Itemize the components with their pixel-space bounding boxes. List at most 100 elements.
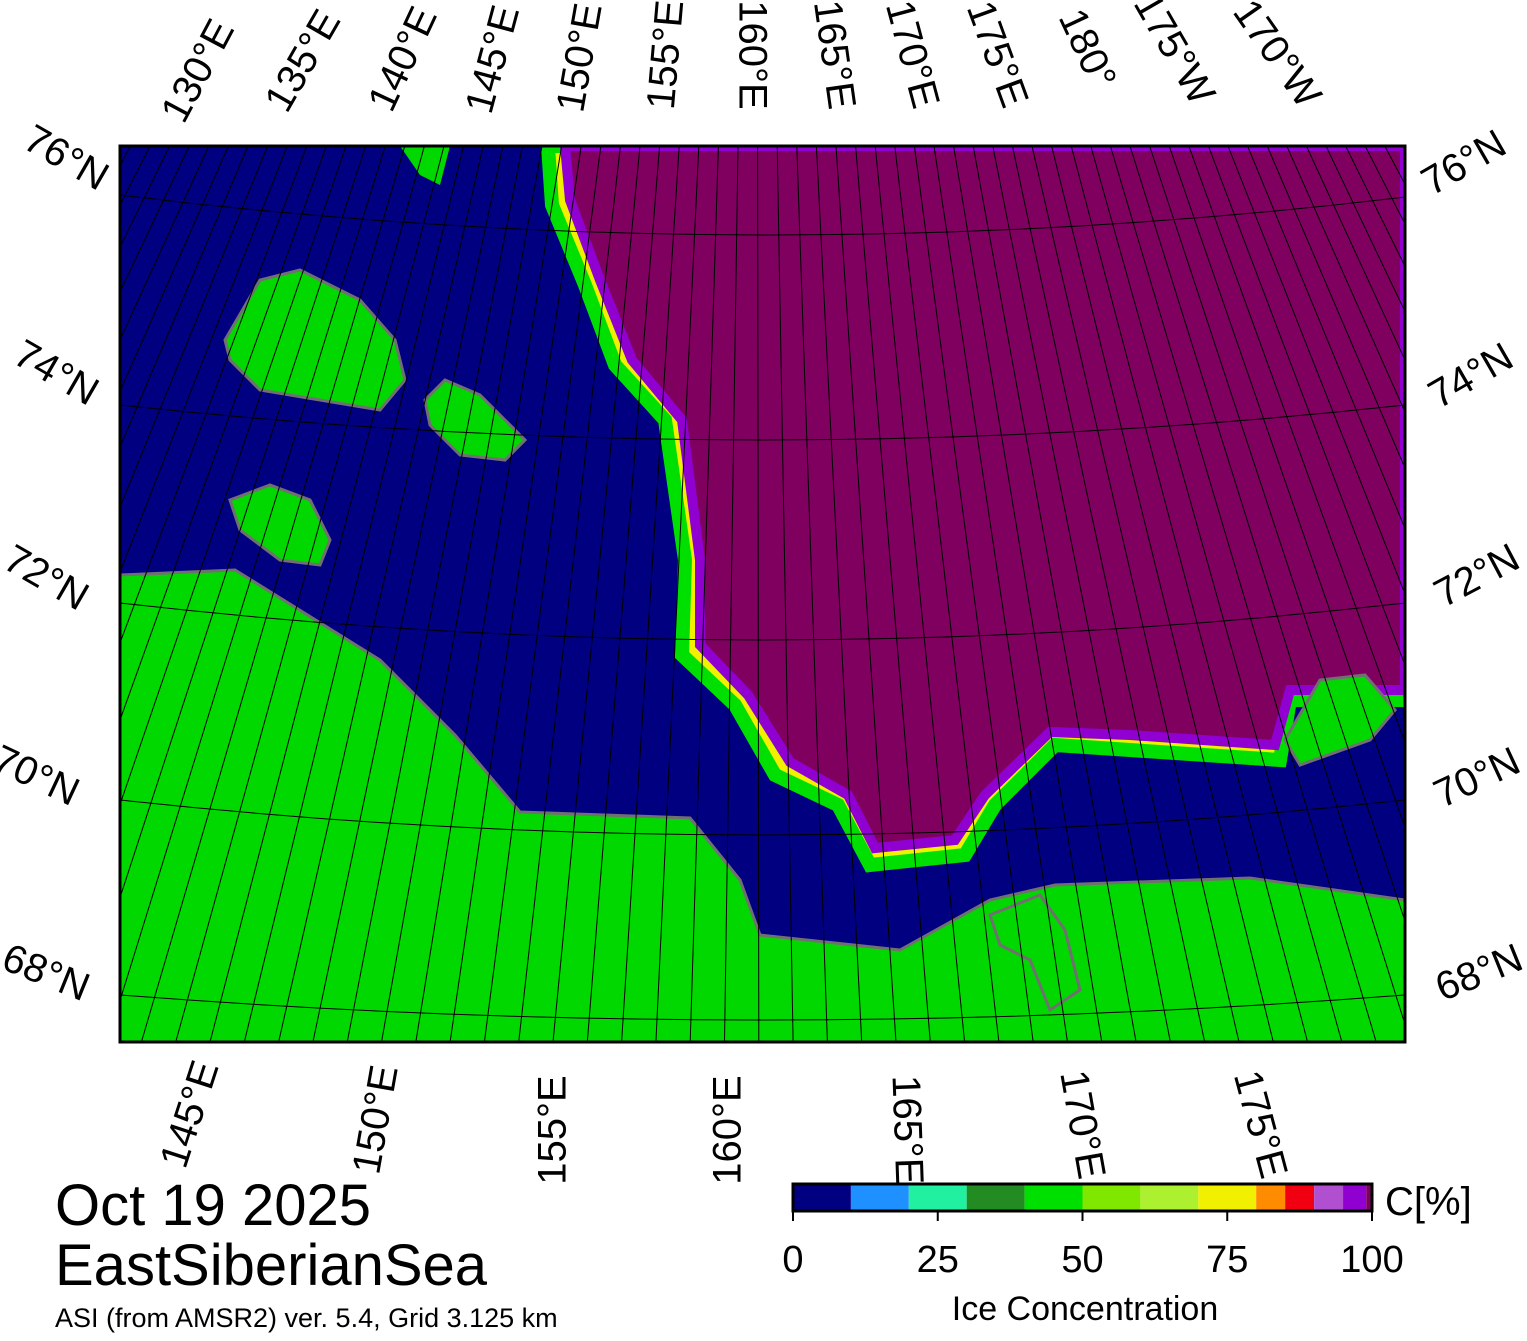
meridian — [175, 146, 425, 1042]
meridian — [874, 146, 966, 1042]
source: ASI (from AMSR2) ver. 5.4, Grid 3.125 km — [55, 1303, 558, 1333]
meridian — [120, 146, 327, 722]
sea-ice — [559, 146, 1405, 854]
colorbar-tick-label: 75 — [1206, 1239, 1248, 1281]
colorbar-tick-label: 25 — [917, 1239, 959, 1281]
top-label: 175°E — [958, 0, 1037, 113]
meridian — [1188, 146, 1405, 745]
colorbar-segment — [850, 1184, 909, 1211]
meridian — [381, 146, 543, 1042]
meridian — [1227, 146, 1405, 596]
meridian — [1129, 146, 1405, 1027]
left-label: 74°N — [7, 331, 106, 414]
meridian — [1305, 146, 1405, 362]
meridian — [815, 146, 863, 1042]
colorbar-segment — [1366, 1184, 1372, 1211]
parallel — [120, 994, 1405, 1021]
top-label: 135°E — [256, 2, 349, 119]
right-label: 74°N — [1421, 334, 1520, 417]
right-label: 68°N — [1429, 936, 1527, 1010]
bottom-label: 155°E — [531, 1075, 575, 1184]
graticule — [120, 146, 1527, 1042]
colorbar: 0 25 50 75 100 — [782, 1182, 1404, 1281]
bottom-label: 170°E — [1051, 1067, 1113, 1182]
meridian — [1286, 146, 1405, 414]
top-label: 170°E — [877, 0, 948, 113]
meridian — [757, 146, 760, 1042]
meridian — [724, 146, 739, 1042]
meridian — [913, 146, 1034, 1042]
top-label: 180° — [1050, 2, 1125, 96]
meridian — [1168, 146, 1405, 830]
meridian — [278, 146, 484, 1042]
top-label: 145°E — [457, 1, 528, 118]
colorbar-segment — [966, 1184, 1025, 1211]
top-label: 130°E — [153, 12, 243, 129]
right-label: 76°N — [1414, 121, 1513, 204]
map-frame — [118, 144, 1407, 1044]
island — [228, 483, 332, 567]
left-label: 76°N — [17, 116, 116, 199]
colorbar-segment — [1082, 1184, 1141, 1211]
meridian — [449, 146, 582, 1042]
meridian — [120, 146, 386, 1003]
parallel — [120, 404, 1405, 441]
colorbar-segment — [1024, 1184, 1083, 1211]
meridian — [415, 146, 563, 1042]
meridian — [243, 146, 465, 1042]
meridian — [1070, 146, 1309, 1042]
land — [120, 568, 1405, 1042]
colorbar-segment — [1256, 1184, 1286, 1211]
colorbar-tick-label: 50 — [1061, 1239, 1103, 1281]
meridian — [835, 146, 897, 1042]
bottom-label: 165°E — [884, 1074, 932, 1185]
land — [1283, 673, 1397, 767]
meridian — [120, 146, 249, 449]
top-label: 160°E — [730, 0, 774, 109]
meridian — [1149, 146, 1405, 923]
meridian — [796, 146, 828, 1042]
island — [423, 378, 528, 462]
colorbar-segment — [1343, 1184, 1367, 1211]
meridian — [894, 146, 1000, 1042]
date: Oct 19 2025 — [55, 1173, 371, 1238]
meridian — [1325, 146, 1405, 313]
bottom-label: 175°E — [1225, 1066, 1296, 1183]
island — [400, 146, 450, 185]
meridian — [776, 146, 794, 1042]
island — [223, 268, 407, 412]
bottom-label: 145°E — [152, 1055, 228, 1173]
colorbar-segment — [793, 1184, 851, 1211]
meridian — [120, 146, 367, 900]
meridian — [312, 146, 504, 1042]
left-label: 72°N — [0, 536, 96, 619]
meridian — [621, 146, 680, 1042]
parallel — [120, 602, 1405, 641]
colorbar-unit: C[%] — [1385, 1180, 1472, 1224]
colorbar-segment — [1198, 1184, 1257, 1211]
meridian — [120, 146, 229, 393]
meridian — [1522, 146, 1527, 1042]
bottom-label: 160°E — [706, 1075, 750, 1184]
bottom-label: 150°E — [344, 1062, 406, 1177]
colorbar-title: Ice Concentration — [952, 1290, 1219, 1328]
meridian — [1011, 146, 1206, 1042]
meridian — [586, 146, 661, 1042]
meridian — [120, 146, 269, 509]
meridian — [518, 146, 621, 1042]
left-label: 68°N — [0, 936, 96, 1010]
meridian — [120, 146, 288, 574]
top-label: 170°W — [1224, 0, 1329, 116]
meridian — [1502, 146, 1527, 1042]
meridian — [552, 146, 641, 1042]
meridian — [1031, 146, 1240, 1042]
meridian — [120, 146, 210, 342]
meridian — [1051, 146, 1274, 1042]
top-label: 155°E — [639, 0, 692, 111]
meridian — [655, 146, 700, 1042]
meridian — [689, 146, 719, 1042]
meridian — [346, 146, 523, 1042]
meridian — [1247, 146, 1405, 530]
meridian — [120, 146, 308, 645]
top-label: 150°E — [548, 0, 610, 115]
